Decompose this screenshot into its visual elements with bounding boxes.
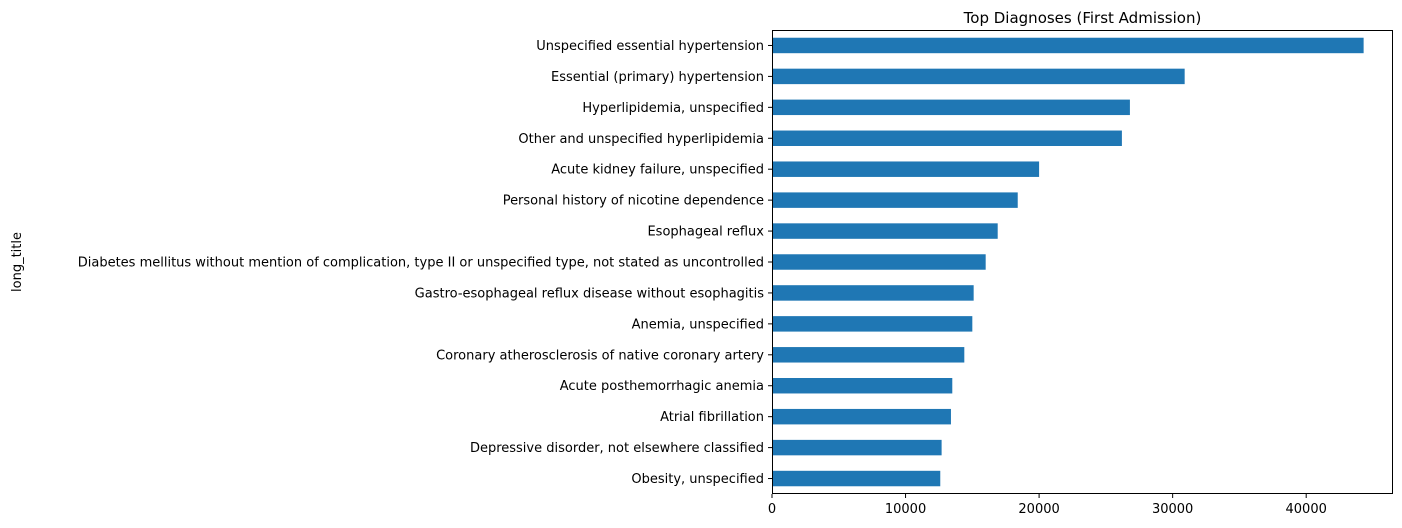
bar bbox=[772, 254, 986, 270]
bar bbox=[772, 37, 1364, 54]
y-tick-label: Anemia, unspecified bbox=[632, 317, 764, 332]
bar bbox=[772, 68, 1185, 85]
y-tick-label: Other and unspecified hyperlipidemia bbox=[518, 132, 764, 147]
x-tick-label: 30000 bbox=[1152, 502, 1193, 517]
y-tick-label: Unspecified essential hypertension bbox=[536, 39, 764, 54]
y-tick-label: Coronary atherosclerosis of native coron… bbox=[436, 348, 764, 363]
bar bbox=[772, 161, 1040, 177]
x-tick-label: 10000 bbox=[885, 502, 926, 517]
bar bbox=[772, 378, 953, 394]
y-tick-label: Esophageal reflux bbox=[647, 225, 764, 240]
bar bbox=[772, 130, 1122, 146]
bar bbox=[772, 439, 942, 456]
y-tick-label: Gastro-esophageal reflux disease without… bbox=[415, 286, 765, 301]
bar bbox=[772, 408, 951, 425]
y-tick-label: Diabetes mellitus without mention of com… bbox=[78, 256, 764, 271]
y-axis-label: long_title bbox=[10, 232, 25, 292]
x-tick-label: 0 bbox=[768, 502, 776, 517]
x-tick-label: 40000 bbox=[1286, 502, 1327, 517]
y-tick-label: Depressive disorder, not elsewhere class… bbox=[470, 441, 764, 456]
y-tick-label: Personal history of nicotine dependence bbox=[503, 194, 764, 209]
plot-frame bbox=[772, 30, 1393, 494]
y-axis-ticks: Unspecified essential hypertension Essent… bbox=[78, 39, 772, 487]
y-tick-label: Obesity, unspecified bbox=[631, 472, 764, 487]
bar bbox=[772, 316, 973, 332]
bars-group bbox=[772, 37, 1364, 487]
bar bbox=[772, 470, 941, 487]
bar bbox=[772, 223, 998, 239]
y-tick-label: Atrial fibrillation bbox=[660, 410, 764, 425]
y-tick-label: Acute posthemorrhagic anemia bbox=[560, 379, 764, 394]
bar bbox=[772, 285, 974, 301]
bar bbox=[772, 99, 1130, 116]
x-axis-ticks: 0 10000 20000 30000 40000 bbox=[768, 494, 1327, 517]
x-tick-label: 20000 bbox=[1018, 502, 1059, 517]
y-tick-label: Essential (primary) hypertension bbox=[551, 70, 764, 85]
chart-title: Top Diagnoses (First Admission) bbox=[963, 9, 1202, 27]
bar bbox=[772, 192, 1018, 208]
y-tick-label: Acute kidney failure, unspecified bbox=[551, 163, 764, 178]
y-tick-label: Hyperlipidemia, unspecified bbox=[582, 101, 764, 116]
bar bbox=[772, 347, 965, 363]
